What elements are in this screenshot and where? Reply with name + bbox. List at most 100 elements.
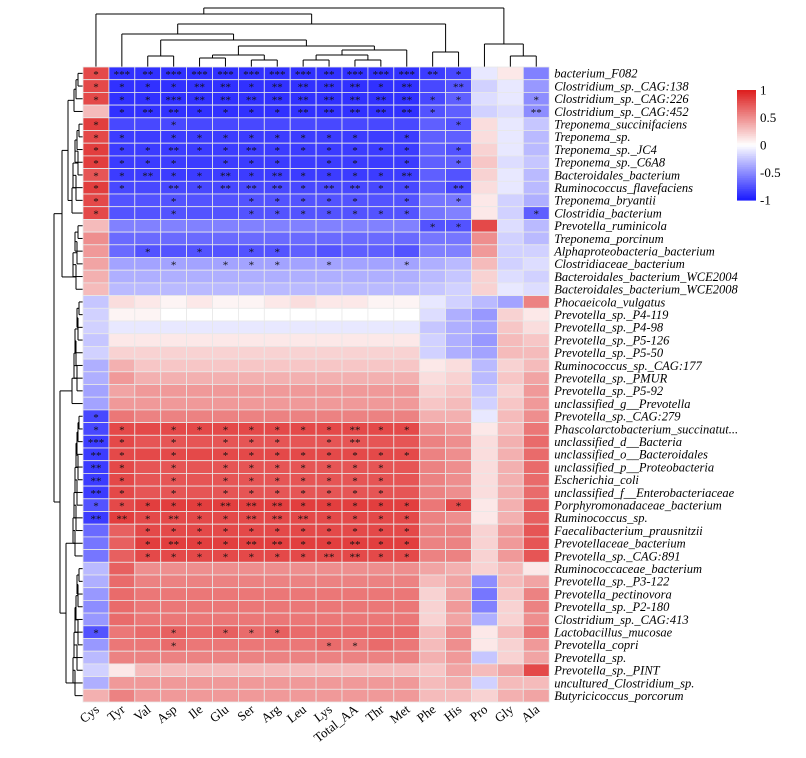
significance-mark: * [171,158,177,170]
heatmap-cell [341,409,369,423]
significance-mark: * [119,437,125,449]
significance-mark: * [275,145,281,157]
significance-mark: * [145,94,151,106]
colorbar-segment [737,101,756,104]
significance-mark: * [145,513,151,525]
heatmap-cell [186,612,213,627]
significance-mark: * [352,145,358,157]
heatmap-cell [419,396,447,411]
heatmap-cell [496,434,524,449]
significance-mark: ** [90,488,101,500]
heatmap-cell [289,218,317,233]
significance-mark: ** [272,183,283,195]
heatmap-cell [212,295,239,309]
heatmap-cell [289,320,317,335]
significance-mark: * [223,488,229,500]
heatmap-cell [108,257,136,271]
heatmap-cell [263,320,291,335]
colorbar-segment [737,150,756,153]
heatmap-cell [108,625,136,639]
heatmap-cell [108,523,136,538]
heatmap-cell [134,422,162,436]
heatmap-cell [419,549,447,563]
column-label: Glu [207,701,232,725]
heatmap-cell [263,269,291,284]
heatmap-cell [263,117,291,131]
row-label: unclassified_p__Proteobacteria [554,460,714,474]
significance-mark: ** [453,82,464,94]
heatmap-cell [82,536,110,551]
heatmap-cell [471,168,498,182]
heatmap-cell [367,587,395,601]
heatmap-cell [160,600,187,614]
heatmap-cell [367,663,395,678]
heatmap-cell [341,663,369,678]
significance-mark: * [534,209,540,221]
heatmap-cell [263,231,291,246]
heatmap-cell [496,295,524,309]
significance-mark: ** [298,82,309,94]
heatmap-cell [496,612,524,627]
heatmap-cell [445,295,472,309]
significance-mark: * [300,539,306,551]
heatmap-cell [134,257,162,271]
heatmap-cell [237,218,265,233]
heatmap-cell [471,511,498,525]
significance-mark: *** [399,69,416,81]
heatmap-cell [445,536,472,551]
significance-mark: * [352,450,358,462]
heatmap-cell [82,244,110,258]
significance-mark: * [93,170,99,182]
heatmap-cell [445,358,472,373]
heatmap-cell [496,688,524,703]
heatmap-cell [419,460,447,474]
significance-mark: * [197,551,203,563]
colorbar-tick-label: 0.5 [760,110,776,125]
heatmap-cell [186,676,213,690]
heatmap-cell [341,333,369,347]
heatmap-cell [134,587,162,601]
heatmap-cell [263,384,291,398]
heatmap-cell [108,117,136,131]
heatmap-cell [522,434,550,449]
heatmap-cell [237,561,265,576]
heatmap-cell [393,650,421,665]
heatmap-cell [445,371,472,385]
significance-mark: ** [349,551,360,563]
heatmap-cell [108,536,136,551]
heatmap-cell [134,193,162,208]
heatmap-cell [134,600,162,614]
heatmap-cell [393,638,421,652]
heatmap-cell [212,600,239,614]
colorbar-segment [737,196,756,199]
significance-mark: * [119,183,125,195]
colorbar-segment [737,130,756,133]
significance-mark: * [249,209,255,221]
heatmap-cell [237,269,265,284]
significance-mark: ** [220,94,231,106]
colorbar-segment [737,154,756,157]
significance-mark: * [404,526,410,538]
heatmap-cell [237,409,265,423]
significance-mark: * [119,424,125,436]
heatmap-cell [419,600,447,614]
heatmap-cell [315,650,343,665]
heatmap-cell [289,371,317,385]
heatmap-cell [186,688,213,703]
significance-mark: * [145,526,151,538]
significance-mark: * [378,526,384,538]
significance-mark: * [275,424,281,436]
significance-mark: * [93,120,99,132]
significance-mark: * [300,170,306,182]
significance-mark: * [404,501,410,513]
heatmap-cell [186,155,213,169]
colorbar-segment [737,179,756,183]
significance-mark: * [171,488,177,500]
heatmap-cell [445,600,472,614]
heatmap-cell [367,218,395,233]
heatmap-cell [393,600,421,614]
heatmap-cell [134,447,162,462]
heatmap-cell [522,447,550,462]
significance-mark: * [378,82,384,94]
